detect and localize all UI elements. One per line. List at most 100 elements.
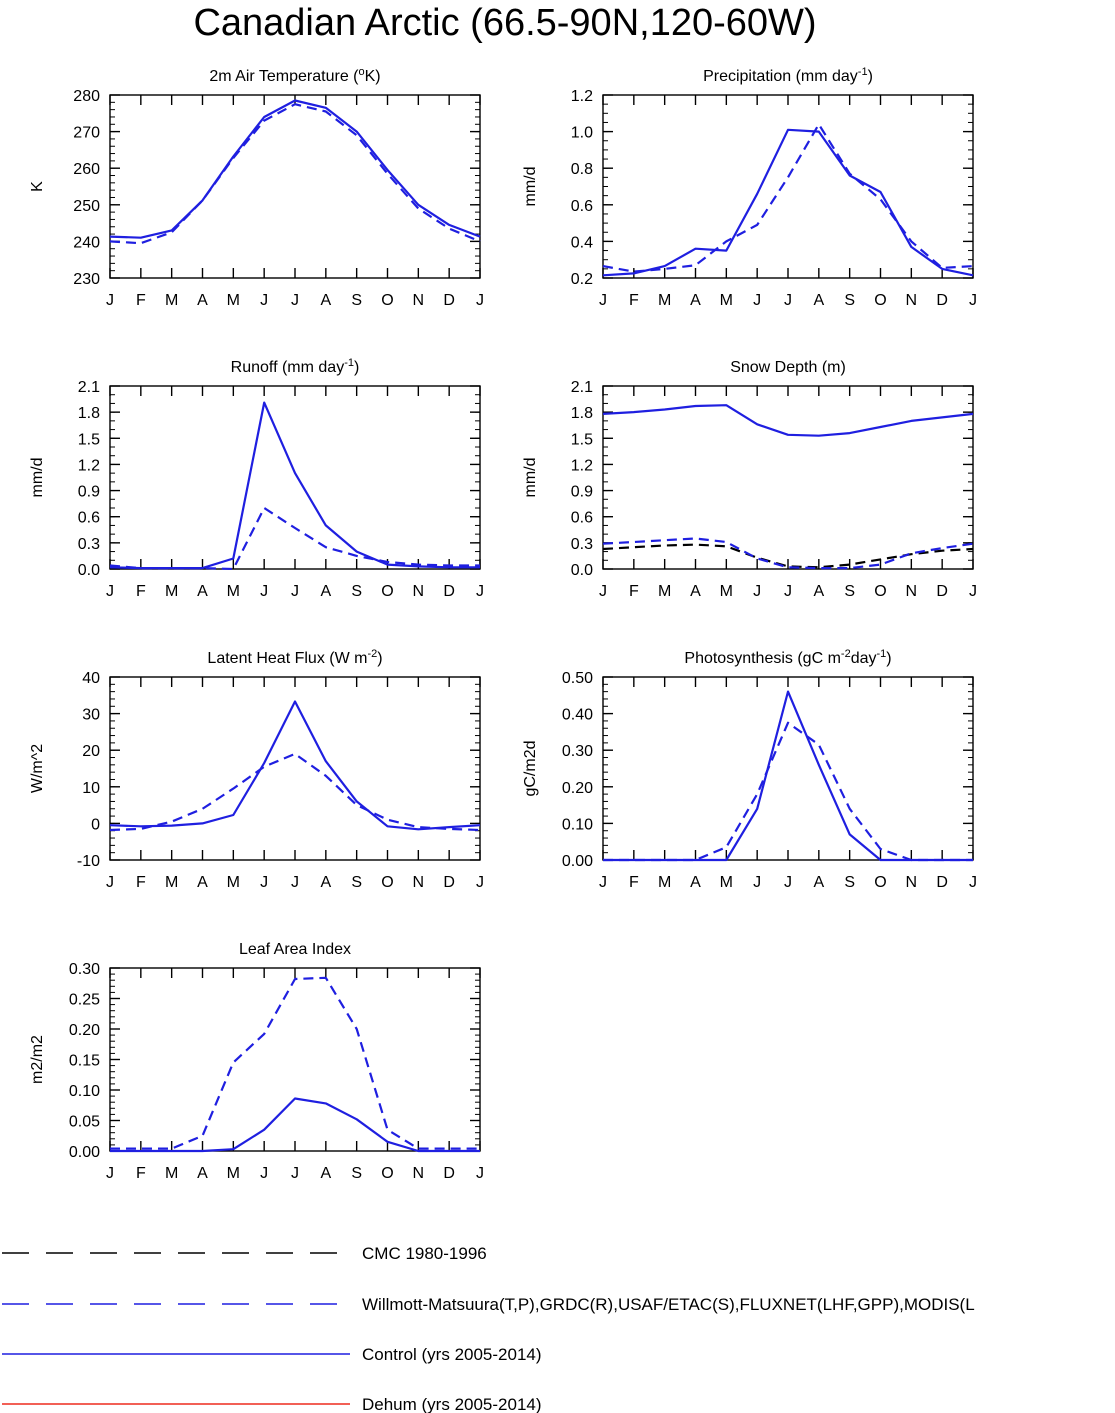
- x-tick-label: M: [227, 1165, 240, 1182]
- panel-title-sup: -2: [367, 648, 377, 660]
- series-line-control: [603, 690, 973, 862]
- series-line-fluxnet: [603, 721, 973, 862]
- legend-item-4: Dehum (yrs 2005-2014): [2, 1395, 542, 1413]
- legend-label: Control (yrs 2005-2014): [362, 1345, 542, 1364]
- legend-label: CMC 1980-1996: [362, 1244, 487, 1263]
- panel-title-sup: -2: [841, 648, 851, 660]
- x-tick-label: S: [844, 583, 855, 600]
- panel-7: Leaf Area Index m2/m2 J F M A M J J A S O N D J 0.00 0.0…: [29, 941, 484, 1182]
- x-tick-label: N: [413, 292, 425, 309]
- y-tick-label: 0.6: [571, 198, 593, 215]
- x-tick-label: M: [720, 874, 733, 891]
- x-tick-label: O: [874, 583, 886, 600]
- y-axis-label: mm/d: [522, 458, 539, 498]
- x-tick-label: N: [413, 1165, 425, 1182]
- panel-5: Latent Heat Flux (W m-2) W/m^2 J F M A M J J A S O N…: [29, 648, 484, 891]
- series-line-control: [109, 99, 481, 239]
- panel-title-sup: -1: [876, 648, 886, 660]
- x-tick-label: N: [906, 874, 918, 891]
- x-tick-label: O: [874, 292, 886, 309]
- y-tick-label: 0.40: [562, 707, 593, 724]
- y-tick-label: 0.30: [562, 743, 593, 760]
- x-tick-label: J: [476, 874, 484, 891]
- y-tick-label: 1.5: [571, 431, 593, 448]
- y-axis-label: mm/d: [522, 167, 539, 207]
- x-tick-label: A: [320, 292, 331, 309]
- y-tick-label: 0.2: [571, 271, 593, 288]
- y-tick-label: 1.2: [571, 88, 593, 105]
- x-tick-label: S: [351, 583, 362, 600]
- panel-title: Leaf Area Index: [239, 941, 351, 958]
- x-tick-label: M: [165, 1165, 178, 1182]
- legend-item-1: CMC 1980-1996: [2, 1244, 487, 1263]
- series-line-cmc-1980-1996: [602, 543, 974, 569]
- panel-title-part: K): [365, 68, 381, 85]
- panel-title-part: Precipitation (mm day: [703, 68, 858, 85]
- x-tick-label: A: [813, 583, 824, 600]
- x-tick-label: M: [165, 874, 178, 891]
- panel-title: Precipitation (mm day-1): [703, 66, 873, 85]
- panel-title-part: ): [868, 68, 873, 85]
- panel-2: Precipitation (mm day-1) mm/d J F M A M J J A S O N D…: [522, 66, 977, 309]
- x-tick-label: D: [443, 583, 455, 600]
- y-tick-label: 1.2: [571, 457, 593, 474]
- x-tick-label: J: [753, 874, 761, 891]
- x-tick-label: M: [165, 292, 178, 309]
- y-tick-label: 0.6: [571, 510, 593, 527]
- x-tick-label: J: [969, 583, 977, 600]
- y-tick-label: 1.2: [78, 457, 100, 474]
- panel-title-part: ): [886, 650, 891, 667]
- y-tick-label: 30: [82, 707, 100, 724]
- panel-title: Photosynthesis (gC m-2day-1): [684, 648, 891, 667]
- x-tick-label: A: [197, 874, 208, 891]
- x-tick-label: M: [227, 583, 240, 600]
- series-line-modis: [110, 976, 480, 1150]
- x-tick-label: J: [753, 292, 761, 309]
- y-tick-label: -10: [77, 853, 100, 870]
- panel-title-sup: -1: [858, 66, 868, 78]
- x-tick-label: A: [320, 583, 331, 600]
- x-tick-label: J: [106, 583, 114, 600]
- x-tick-label: F: [629, 292, 639, 309]
- y-tick-label: 260: [73, 161, 100, 178]
- panel-title: 2m Air Temperature (oK): [209, 66, 380, 85]
- panel-title: Snow Depth (m): [730, 359, 846, 376]
- x-tick-label: J: [106, 874, 114, 891]
- y-tick-label: 2.1: [78, 379, 100, 396]
- panel-title-sup: o: [358, 66, 364, 78]
- x-tick-label: O: [381, 583, 393, 600]
- x-tick-label: J: [476, 1165, 484, 1182]
- y-tick-label: 0: [91, 816, 100, 833]
- y-tick-label: 0.10: [69, 1083, 100, 1100]
- x-tick-label: J: [476, 583, 484, 600]
- x-tick-label: D: [443, 1165, 455, 1182]
- x-tick-label: A: [197, 1165, 208, 1182]
- plot-frame: [109, 676, 481, 861]
- x-tick-label: J: [599, 292, 607, 309]
- panel-title-part: ): [377, 650, 382, 667]
- y-axis-label: m2/m2: [29, 1035, 46, 1084]
- y-tick-label: 250: [73, 198, 100, 215]
- y-tick-label: 0.3: [78, 536, 100, 553]
- series-line-control: [602, 404, 974, 437]
- x-tick-label: J: [291, 1165, 299, 1182]
- panel-title-part: Latent Heat Flux (W m: [207, 650, 367, 667]
- x-tick-label: F: [629, 583, 639, 600]
- x-tick-label: M: [658, 292, 671, 309]
- x-tick-label: M: [720, 583, 733, 600]
- y-tick-label: 0.00: [562, 853, 593, 870]
- y-tick-label: 1.5: [78, 431, 100, 448]
- x-tick-label: J: [599, 583, 607, 600]
- y-tick-label: 0.0: [78, 562, 100, 579]
- x-tick-label: N: [906, 583, 918, 600]
- y-tick-label: 40: [82, 670, 100, 687]
- x-tick-label: J: [260, 583, 268, 600]
- y-tick-label: 270: [73, 125, 100, 142]
- y-tick-label: 0.25: [69, 992, 100, 1009]
- legend-label: Willmott-Matsuura(T,P),GRDC(R),USAF/ETAC…: [362, 1295, 975, 1314]
- series-line-control: [109, 700, 481, 831]
- panel-title-part: Photosynthesis (gC m: [684, 650, 841, 667]
- y-tick-label: 0.9: [78, 484, 100, 501]
- x-tick-label: A: [197, 583, 208, 600]
